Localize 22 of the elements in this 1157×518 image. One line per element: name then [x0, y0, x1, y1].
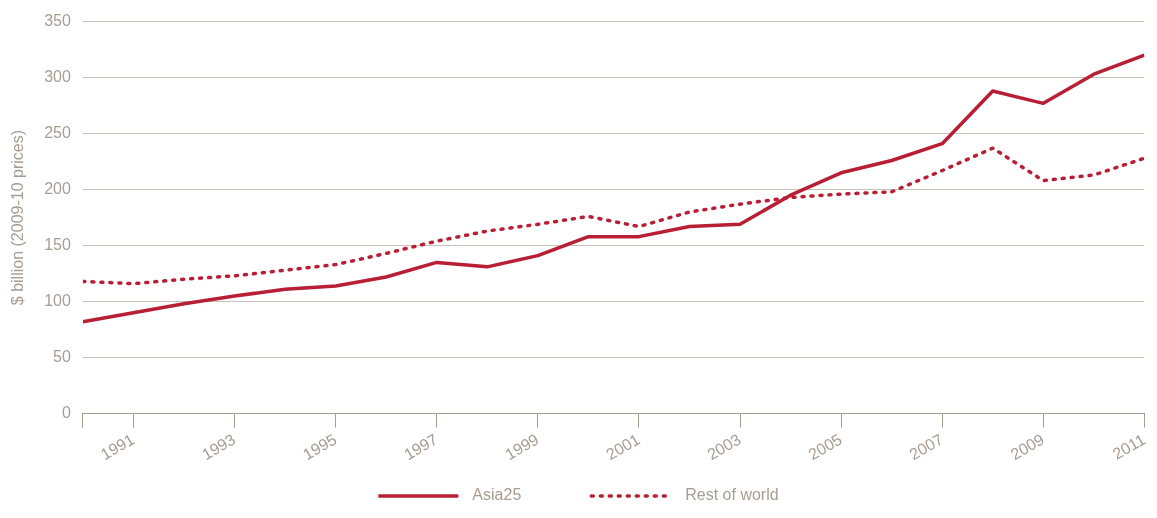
y-tick-label: 200 [44, 180, 71, 197]
legend-label: Rest of world [685, 486, 779, 504]
x-tick-label: 2005 [805, 430, 845, 464]
y-tick-label: 100 [44, 291, 71, 309]
x-tick-label: 2007 [906, 430, 946, 464]
x-tick-label: 1999 [502, 430, 542, 464]
x-tick-label: 1995 [300, 430, 340, 464]
y-tick-label: 350 [44, 12, 71, 30]
x-tick-label: 1991 [97, 430, 138, 464]
x-tick-label: 2001 [603, 430, 643, 464]
y-tick-label: 150 [44, 235, 71, 253]
legend-label: Asia25 [472, 486, 522, 504]
y-tick-label: 300 [44, 68, 71, 85]
x-tick-label: 2009 [1007, 430, 1048, 464]
x-tick-label: 1997 [401, 430, 441, 464]
x-tick-label: 1993 [198, 430, 239, 464]
x-tick-label: 2003 [704, 430, 744, 464]
y-tick-label: 50 [53, 347, 71, 365]
y-tick-label: 250 [44, 124, 71, 141]
x-tick-label: 2011 [1109, 430, 1149, 463]
y-axis-title: $ billion (2009-10 prices) [9, 129, 27, 306]
y-tick-label: 0 [61, 403, 71, 421]
